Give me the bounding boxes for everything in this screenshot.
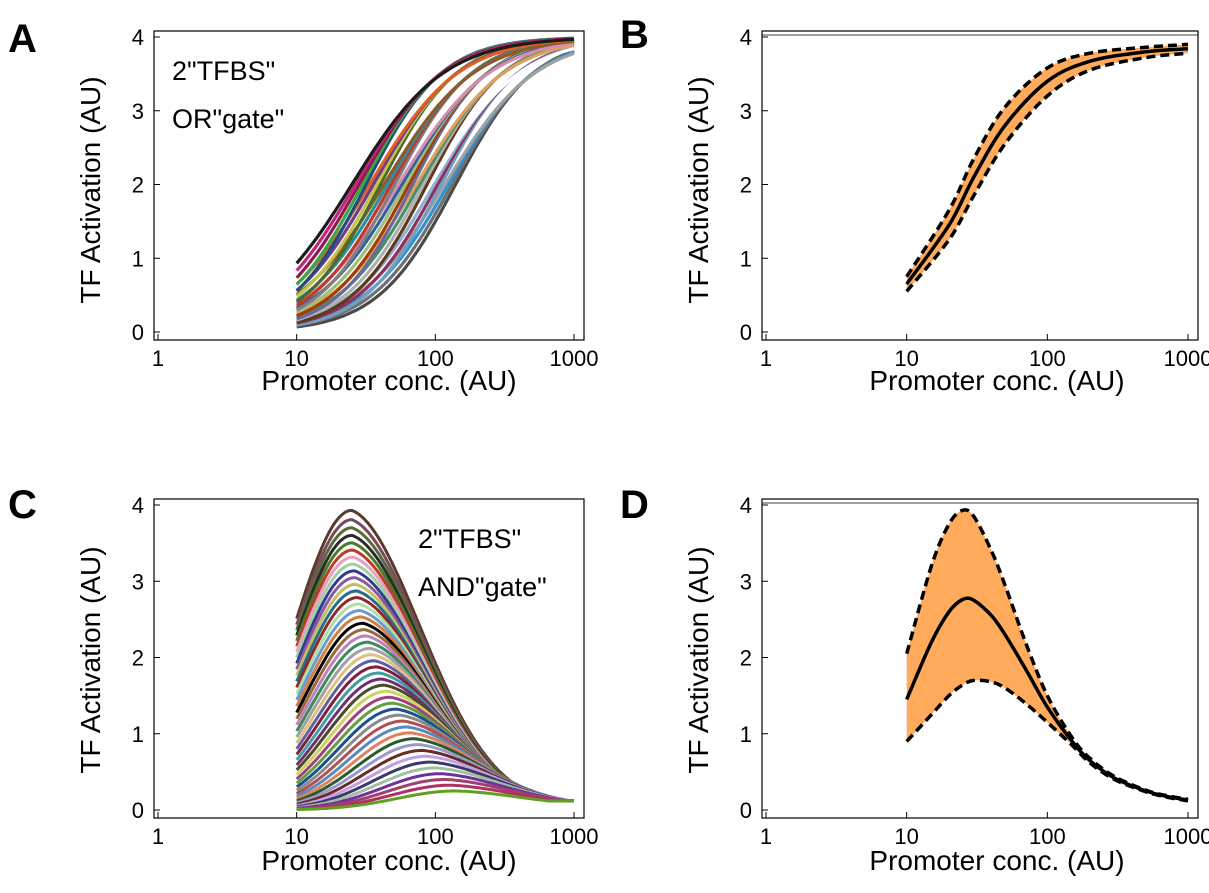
upper-bound-line (905, 42, 1189, 278)
x-tick-label: 100 (1029, 824, 1066, 849)
plot-frame (761, 498, 1199, 819)
y-tick-label: 1 (740, 246, 752, 271)
x-tick-label: 1 (152, 346, 164, 371)
series-line (295, 37, 575, 265)
x-tick-label: 1 (760, 346, 772, 371)
x-tick-label: 100 (1029, 346, 1066, 371)
y-tick-label: 3 (132, 569, 144, 594)
plot-frame (761, 30, 1199, 341)
y-tick-label: 2 (132, 173, 144, 198)
plot-frame (153, 30, 585, 341)
y-tick-label: 0 (740, 798, 752, 823)
annotation-line: 2"TFBS" (418, 524, 521, 554)
annotation-line: 2"TFBS" (172, 56, 275, 86)
y-tick-label: 0 (740, 320, 752, 345)
x-tick-label: 10 (894, 346, 918, 371)
plot-area (295, 36, 575, 329)
y-axis-label: TF Activation (AU) (683, 546, 714, 773)
series-line (296, 783, 574, 811)
x-axis-label: Promoter conc. (AU) (261, 845, 516, 876)
series-line (295, 41, 575, 305)
panel-letter: A (8, 17, 37, 61)
plot-area (905, 42, 1189, 293)
x-axis-label: Promoter conc. (AU) (261, 365, 516, 396)
x-tick-label: 1000 (550, 346, 599, 371)
y-tick-label: 3 (740, 99, 752, 124)
x-tick-label: 100 (417, 824, 454, 849)
mean-line (905, 47, 1189, 286)
series-line (295, 39, 575, 296)
annotation-line: OR"gate" (172, 104, 284, 134)
y-tick-label: 0 (132, 798, 144, 823)
y-axis-label: TF Activation (AU) (75, 76, 106, 303)
series-line (296, 46, 575, 323)
x-axis-label: Promoter conc. (AU) (869, 365, 1124, 396)
plot-area (295, 509, 574, 811)
y-tick-label: 0 (132, 320, 144, 345)
y-axis-label: TF Activation (AU) (683, 76, 714, 303)
y-tick-label: 2 (740, 173, 752, 198)
x-tick-label: 10 (284, 346, 308, 371)
y-tick-label: 3 (740, 569, 752, 594)
y-tick-label: 2 (132, 646, 144, 671)
y-tick-label: 4 (740, 25, 752, 50)
y-tick-label: 1 (132, 246, 144, 271)
lower-bound-line (905, 51, 1189, 293)
plot-area (905, 508, 1189, 803)
series-line (296, 777, 574, 811)
y-tick-label: 1 (740, 722, 752, 747)
plot-frame (153, 498, 585, 819)
x-tick-label: 1 (760, 824, 772, 849)
x-tick-label: 1 (152, 824, 164, 849)
panel-letter: C (8, 483, 37, 527)
y-tick-label: 4 (132, 493, 144, 518)
panel-letter: D (620, 483, 649, 527)
x-tick-label: 1000 (1164, 346, 1209, 371)
series-line (296, 789, 574, 811)
x-tick-label: 100 (417, 346, 454, 371)
x-tick-label: 10 (894, 824, 918, 849)
x-tick-label: 10 (284, 824, 308, 849)
x-tick-label: 1000 (1164, 824, 1209, 849)
y-tick-label: 4 (132, 25, 144, 50)
y-tick-label: 3 (132, 99, 144, 124)
confidence-band (906, 509, 1188, 801)
y-axis-label: TF Activation (AU) (75, 546, 106, 773)
mean-line (905, 596, 1189, 802)
y-tick-label: 2 (740, 646, 752, 671)
y-tick-label: 4 (740, 493, 752, 518)
annotation-line: AND"gate" (418, 572, 547, 602)
x-axis-label: Promoter conc. (AU) (869, 845, 1124, 876)
x-tick-label: 1000 (550, 824, 599, 849)
y-tick-label: 1 (132, 722, 144, 747)
panel-letter: B (620, 13, 649, 57)
